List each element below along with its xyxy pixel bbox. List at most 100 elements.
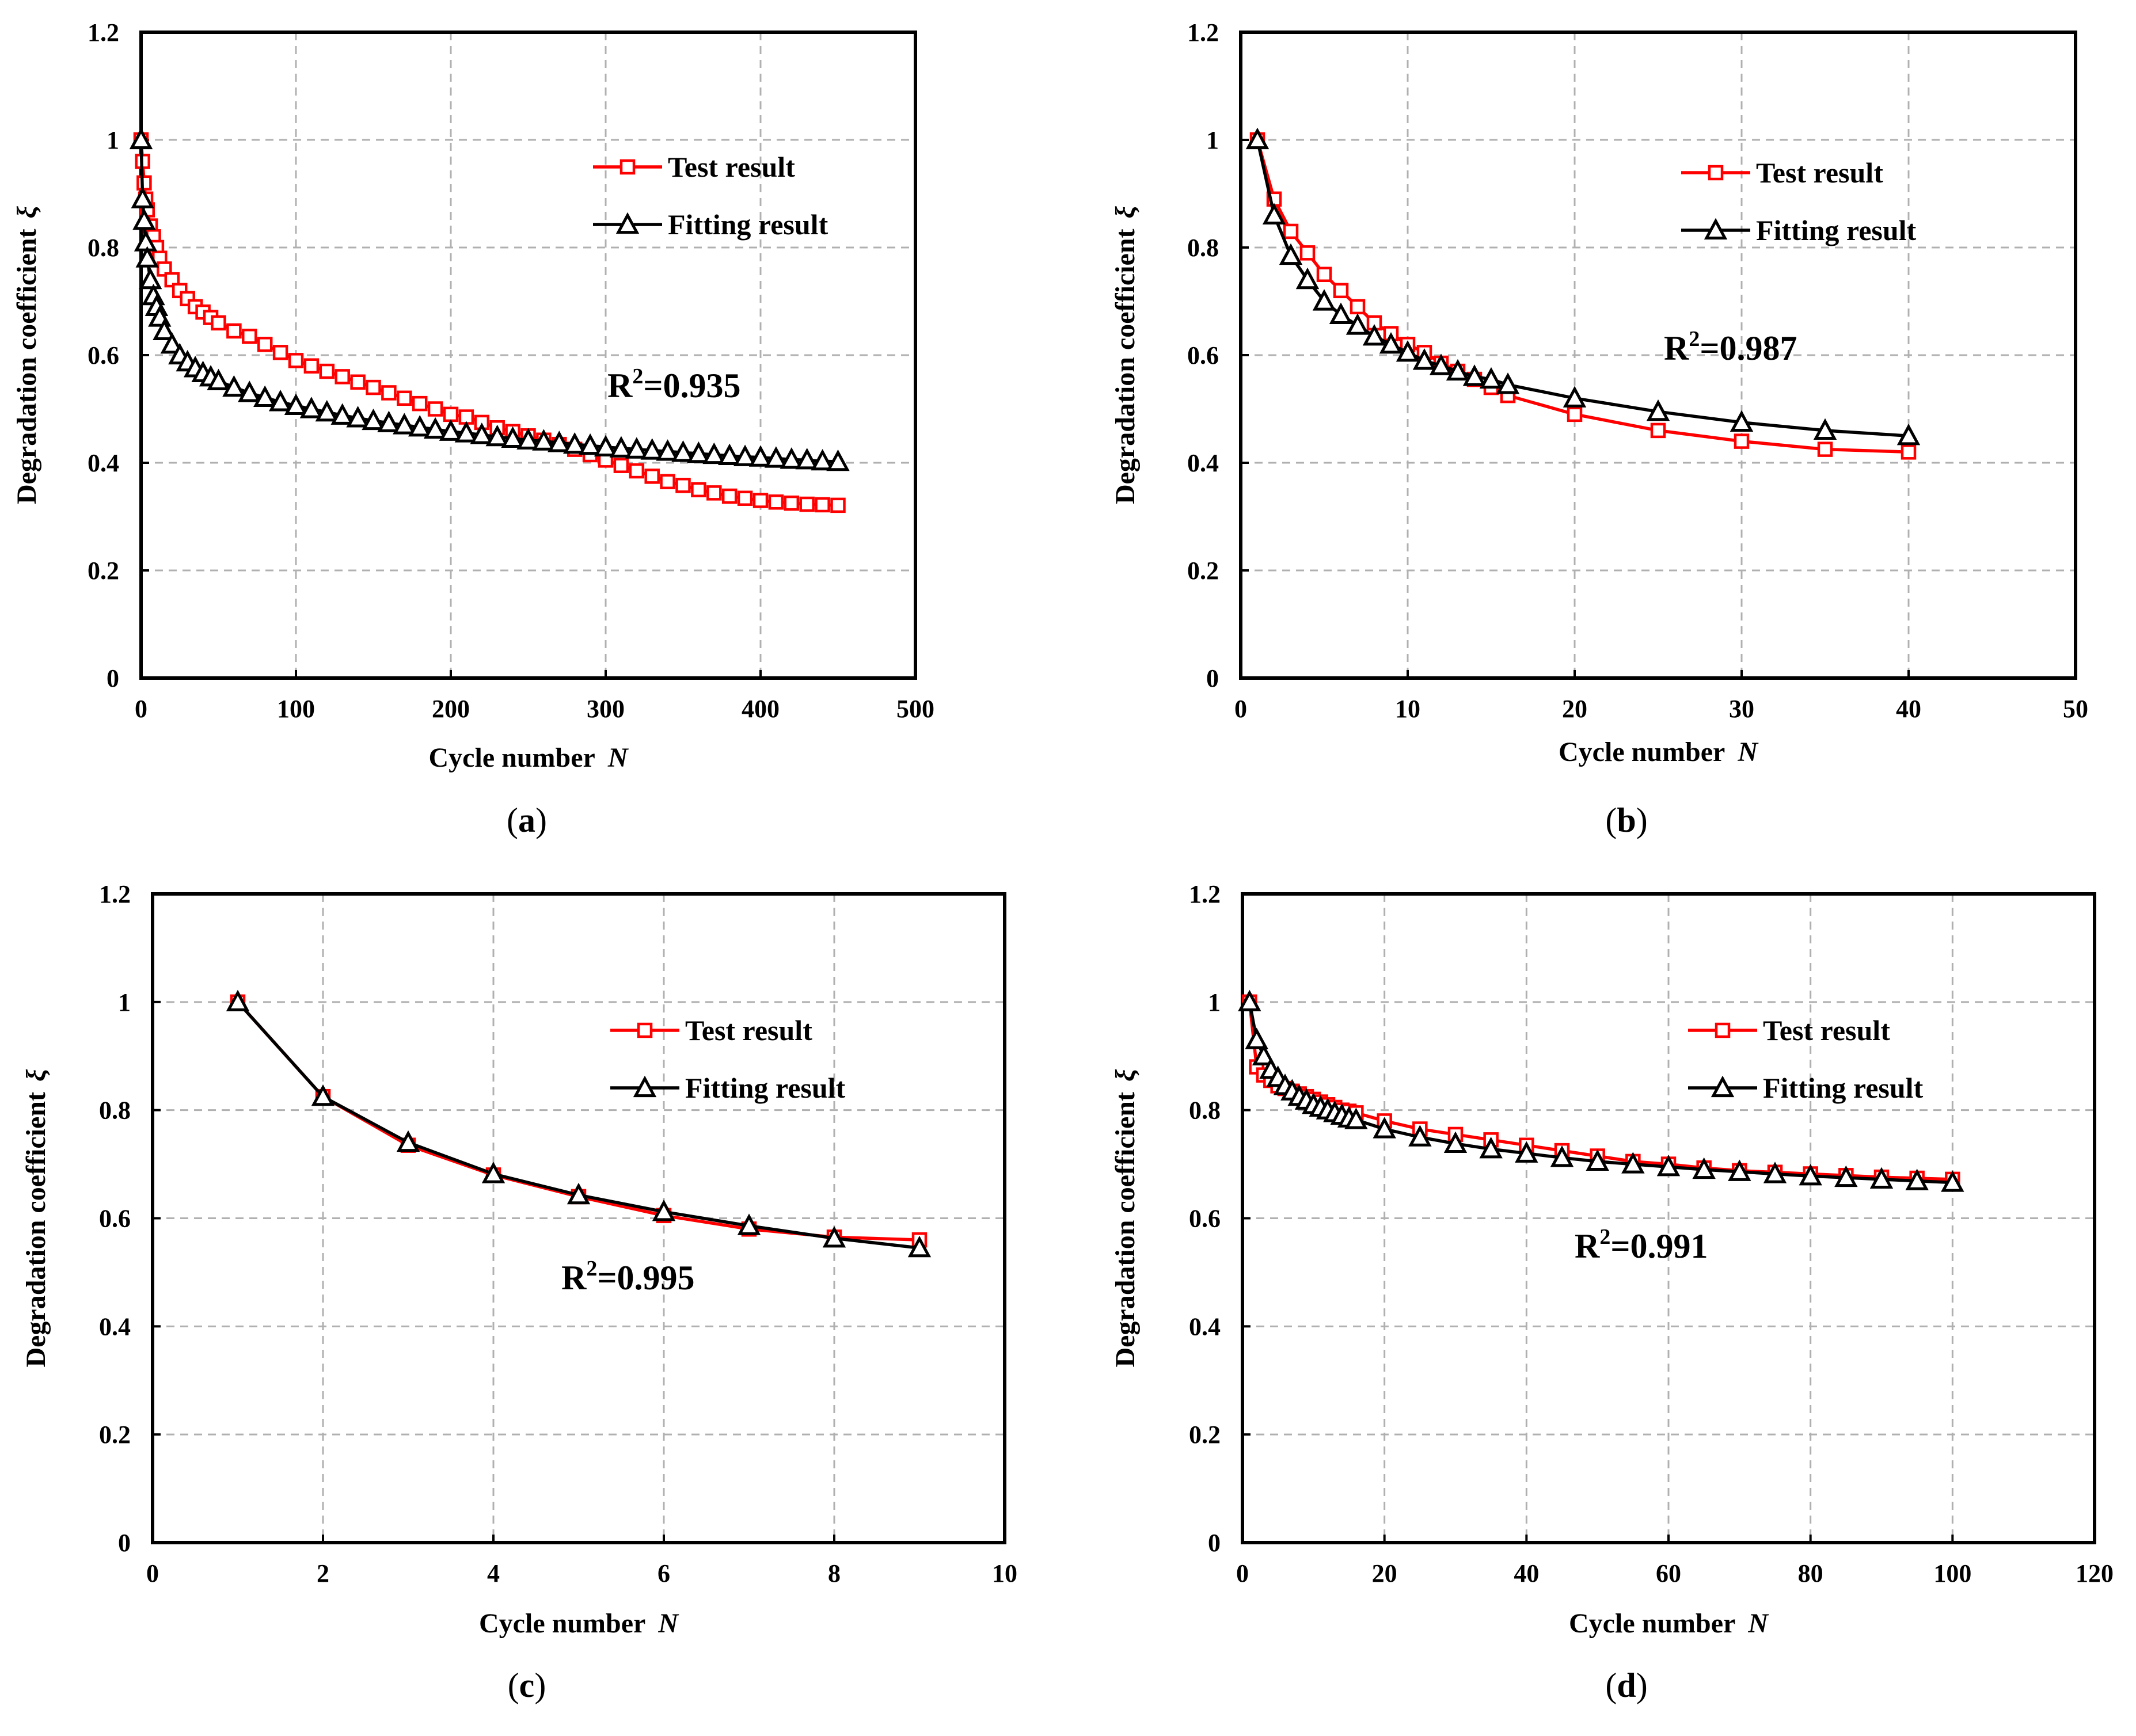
data-point <box>1346 313 1370 335</box>
data-point <box>1813 418 1837 440</box>
data-point <box>470 422 493 444</box>
data-point <box>1941 1170 1964 1192</box>
data-point <box>1379 332 1403 354</box>
x-tick-label: 8 <box>828 1559 841 1587</box>
y-tick-label: 1.2 <box>99 880 131 908</box>
data-point <box>299 397 324 418</box>
y-tick-label: 0.8 <box>99 1097 131 1125</box>
data-point <box>1279 243 1303 265</box>
data-point <box>629 463 645 479</box>
data-point <box>1344 1107 1368 1129</box>
y-axis-variable: ξ <box>1110 1069 1141 1082</box>
y-axis-title: Degradation coefficient ξ <box>1110 1069 1141 1368</box>
data-point <box>226 989 250 1011</box>
legend: Test result Fitting result <box>610 1014 846 1104</box>
data-point <box>1479 367 1503 389</box>
legend-label: Test result <box>685 1014 812 1046</box>
r2-annotation: R2=0.935 <box>607 364 741 405</box>
data-point <box>1734 433 1750 449</box>
data-point <box>733 444 757 466</box>
r2-superscript: 2 <box>1599 1225 1610 1249</box>
data-point <box>613 458 629 473</box>
panel-label: (c) <box>508 1666 546 1704</box>
y-axis-title: Degradation coefficient ξ <box>21 1069 51 1368</box>
x-tick-label: 40 <box>1896 695 1921 723</box>
data-point <box>1621 1152 1645 1174</box>
data-point <box>1799 1163 1822 1186</box>
y-axis-label: Degradation coefficient <box>1110 229 1141 505</box>
data-point <box>640 438 664 460</box>
x-axis-variable: N <box>657 1608 679 1639</box>
x-axis-variable: N <box>1747 1608 1769 1639</box>
data-point <box>226 323 242 339</box>
data-point <box>652 1199 676 1221</box>
data-point <box>131 186 154 208</box>
legend-item: Test result <box>1681 157 1883 189</box>
data-point <box>660 474 675 489</box>
panel-label: (b) <box>1605 801 1647 839</box>
x-axis-title: Cycle number N <box>1559 737 1759 767</box>
data-point <box>1496 372 1520 394</box>
legend-marker <box>633 1075 657 1098</box>
data-point <box>1362 324 1386 346</box>
data-point <box>381 385 397 401</box>
legend-label: Test result <box>668 151 795 183</box>
series-line <box>139 139 838 463</box>
data-point <box>211 315 226 331</box>
data-point <box>1763 1162 1787 1183</box>
data-point <box>748 445 773 467</box>
legend-marker <box>615 212 640 234</box>
y-tick-label: 0 <box>1206 664 1219 692</box>
r2-value: =0.987 <box>1700 329 1797 367</box>
data-point <box>1567 406 1583 422</box>
data-point <box>1245 1027 1268 1049</box>
x-tick-label: 6 <box>657 1559 670 1587</box>
data-point <box>268 390 292 412</box>
data-point <box>408 415 432 437</box>
data-point <box>830 497 846 513</box>
data-point <box>1316 267 1332 282</box>
y-tick-label: 0.6 <box>1189 1205 1221 1233</box>
grid <box>153 894 1005 1543</box>
data-point <box>737 490 753 506</box>
data-point <box>335 369 350 384</box>
data-point <box>160 332 184 354</box>
data-point <box>311 1084 335 1106</box>
data-point <box>799 496 815 512</box>
legend-label: Test result <box>1763 1014 1890 1046</box>
x-axis-title: Cycle number N <box>1569 1608 1769 1639</box>
data-point <box>1429 353 1453 375</box>
series-fitting-result <box>1238 989 1964 1192</box>
data-point <box>427 401 443 417</box>
y-tick-label: 0.6 <box>1187 341 1219 370</box>
y-tick-label: 0.2 <box>99 1421 131 1449</box>
data-point <box>644 469 660 484</box>
data-point <box>1728 1159 1751 1181</box>
data-point <box>532 429 556 451</box>
r2-symbol: R <box>561 1259 587 1297</box>
data-point <box>1295 267 1320 290</box>
series-fitting-result <box>1245 127 1921 446</box>
data-point <box>257 337 273 352</box>
x-axis-title: Cycle number N <box>429 743 629 773</box>
data-point <box>1412 348 1436 370</box>
r2-superscript: 2 <box>632 364 643 389</box>
y-axis-label: Degradation coefficient <box>12 229 42 505</box>
data-point <box>706 485 722 501</box>
x-tick-label: 80 <box>1798 1559 1823 1587</box>
x-tick-label: 500 <box>896 695 934 723</box>
data-point <box>284 393 308 415</box>
x-tick-label: 10 <box>1395 695 1420 723</box>
series-line <box>236 1000 920 1250</box>
y-tick-label: 0.2 <box>1187 557 1219 585</box>
y-tick-label: 0.8 <box>88 234 119 262</box>
legend-marker <box>1711 1075 1735 1098</box>
x-tick-label: 0 <box>1236 1559 1249 1587</box>
x-axis-variable: N <box>1737 737 1759 767</box>
data-point <box>1646 399 1670 421</box>
data-point <box>578 433 602 455</box>
legend-label: Fitting result <box>1763 1072 1924 1104</box>
data-point <box>132 208 156 230</box>
data-point <box>702 442 726 465</box>
